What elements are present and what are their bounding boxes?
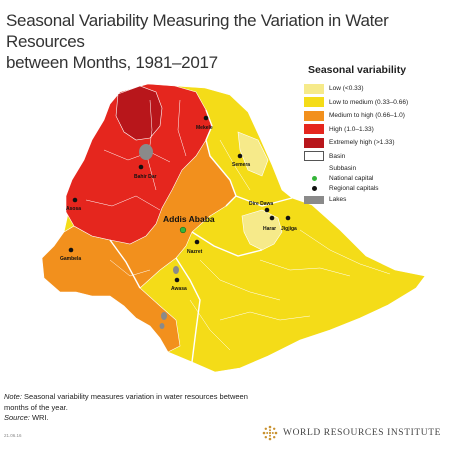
legend-swatch-basin xyxy=(304,151,324,162)
capital-harar-marker xyxy=(269,215,275,221)
region-low-afar xyxy=(237,131,269,177)
lake-ziway xyxy=(173,266,179,274)
legend-label-basin: Basin xyxy=(329,152,346,160)
legend-item-subbasin: Subbasin xyxy=(304,163,454,173)
label-semera: Semera xyxy=(232,162,250,168)
lake-tana xyxy=(139,144,153,160)
legend-label-medium-to-high: Medium to high (0.66–1.0) xyxy=(329,112,405,120)
wri-name: WORLD RESOURCES INSTITUTE xyxy=(283,428,442,438)
legend-item-low-to-medium: Low to medium (0.33–0.66) xyxy=(304,96,454,110)
legend-swatch-low-to-medium xyxy=(304,97,324,108)
label-harar: Harar xyxy=(263,226,276,232)
capital-semera-marker xyxy=(237,153,243,159)
legend-label-high: High (1.0–1.33) xyxy=(329,125,374,133)
footnote: Note: Seasonal variability measures vari… xyxy=(4,392,264,424)
subbasin-lines xyxy=(85,99,391,351)
capital-nazret-marker xyxy=(194,239,200,245)
legend-item-regional-capitals: Regional capitals xyxy=(304,183,454,193)
note-prefix: Note: xyxy=(4,392,22,401)
label-dire-dawa: Dire Dawa xyxy=(249,201,273,207)
legend-label-subbasin: Subbasin xyxy=(329,164,357,172)
legend-item-medium-to-high: Medium to high (0.66–1.0) xyxy=(304,109,454,123)
label-asosa: Asosa xyxy=(66,206,81,212)
legend-label-lakes: Lakes xyxy=(329,196,347,204)
legend-swatch-high xyxy=(304,124,324,135)
legend-label-regional-capitals: Regional capitals xyxy=(329,184,379,192)
capital-jigjiga-marker xyxy=(285,215,291,221)
lake-abaya xyxy=(161,312,167,320)
legend-label-extremely-high: Extremely high (>1.33) xyxy=(329,139,395,147)
legend-label-national-capital: National capital xyxy=(329,174,374,182)
legend-swatch-lakes xyxy=(304,195,324,204)
lake-chamo xyxy=(159,323,165,329)
title-line-2: between Months, 1981–2017 xyxy=(6,53,218,72)
label-jigjiga: Jigjiga xyxy=(281,226,297,232)
label-bahir-dar: Bahir Dar xyxy=(134,174,157,180)
legend-item-lakes: Lakes xyxy=(304,193,454,207)
source-text: WRI. xyxy=(31,413,49,422)
title-line-1: Seasonal Variability Measuring the Varia… xyxy=(6,11,389,51)
legend-item-basin: Basin xyxy=(304,150,454,164)
capital-asosa-marker xyxy=(72,197,78,203)
label-nazret: Nazret xyxy=(187,249,203,255)
capital-dire-dawa-marker xyxy=(264,207,270,213)
figure-code: 21.06.16 xyxy=(4,433,22,438)
ethiopia-map: Mekele Semera Bahir Dar Asosa Dire Dawa … xyxy=(41,83,426,373)
note-text: Seasonal variability measures variation … xyxy=(4,392,248,412)
regional-capital-icon xyxy=(311,185,317,191)
region-extremely-high xyxy=(115,85,163,141)
capital-gambela-marker xyxy=(68,247,74,253)
capital-bahir-dar-marker xyxy=(138,164,144,170)
capital-mekele-marker xyxy=(203,115,209,121)
wri-logo: WORLD RESOURCES INSTITUTE xyxy=(262,425,441,441)
wri-emblem-icon xyxy=(262,425,278,441)
legend-item-extremely-high: Extremely high (>1.33) xyxy=(304,136,454,150)
legend-item-national-capital: National capital xyxy=(304,173,454,183)
legend-swatch-medium-to-high xyxy=(304,110,324,121)
legend-item-low: Low (<0.33) xyxy=(304,82,454,96)
label-mekele: Mekele xyxy=(196,125,213,131)
label-addis-ababa: Addis Ababa xyxy=(163,214,215,224)
legend-swatch-low xyxy=(304,83,324,94)
legend-item-high: High (1.0–1.33) xyxy=(304,123,454,137)
label-gambela: Gambela xyxy=(60,256,81,262)
label-awasa: Awasa xyxy=(171,286,187,292)
capital-awasa-marker xyxy=(174,277,180,283)
capital-addis-ababa-marker xyxy=(179,226,187,234)
basin-lines xyxy=(109,109,293,363)
legend-title: Seasonal variability xyxy=(308,64,407,76)
national-capital-icon xyxy=(311,175,317,181)
legend-label-low-to-medium: Low to medium (0.33–0.66) xyxy=(329,98,409,106)
legend-label-low: Low (<0.33) xyxy=(329,85,364,93)
legend: Seasonal variability Low (<0.33) Low to … xyxy=(304,64,454,207)
source-label: Source: xyxy=(4,413,30,422)
map-title: Seasonal Variability Measuring the Varia… xyxy=(6,10,446,73)
legend-swatch-extremely-high xyxy=(304,137,324,148)
